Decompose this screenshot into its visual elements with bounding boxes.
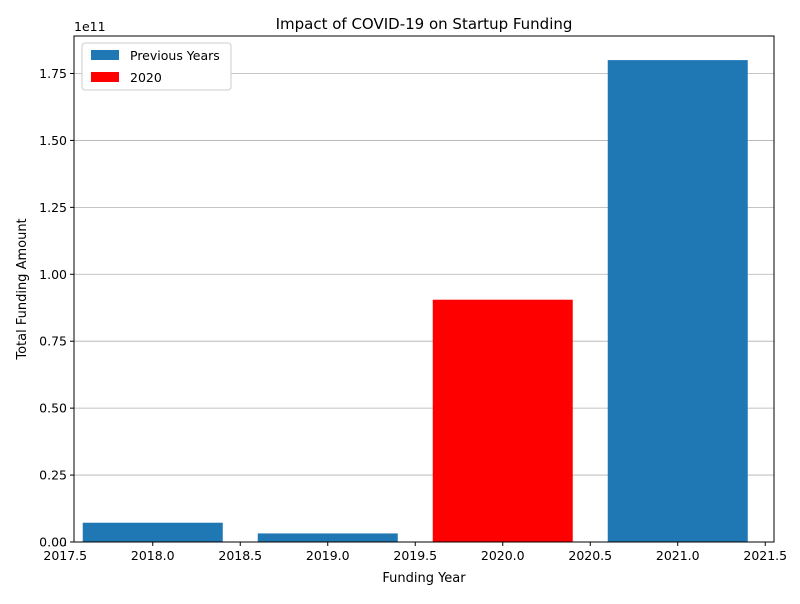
bars bbox=[82, 60, 748, 542]
y-tick-label: 1.75 bbox=[39, 66, 67, 81]
legend-label-previous-years: Previous Years bbox=[130, 48, 220, 63]
bar-2021 bbox=[607, 60, 748, 542]
bar-2020 bbox=[432, 299, 573, 542]
y-axis-label: Total Funding Amount bbox=[15, 218, 30, 360]
y-tick-label: 1.00 bbox=[39, 267, 67, 282]
chart-title: Impact of COVID-19 on Startup Funding bbox=[276, 15, 573, 33]
bar-2019 bbox=[257, 533, 398, 542]
x-tick-label: 2019.5 bbox=[393, 548, 437, 563]
legend-frame bbox=[81, 42, 232, 91]
y-tick-label: 1.25 bbox=[39, 200, 67, 215]
y-tick-label: 0.50 bbox=[39, 401, 67, 416]
y-tick-label: 0.75 bbox=[39, 334, 67, 349]
y-axis-ticks: 0.00 0.25 0.50 0.75 1.00 1.25 1.50 1.75 bbox=[39, 66, 74, 550]
x-axis-ticks: 2017.5 2018.0 2018.5 2019.0 2019.5 2020.0 2020… bbox=[43, 542, 787, 563]
legend-swatch-previous-years bbox=[91, 50, 119, 60]
legend-swatch-2020 bbox=[91, 72, 119, 82]
x-tick-label: 2019.0 bbox=[306, 548, 350, 563]
legend: Previous Years 2020 bbox=[81, 42, 232, 91]
x-tick-label: 2018.0 bbox=[131, 548, 175, 563]
x-tick-label: 2021.0 bbox=[656, 548, 700, 563]
x-axis-label: Funding Year bbox=[382, 571, 466, 586]
x-tick-label: 2021.5 bbox=[743, 548, 787, 563]
x-tick-label: 2018.5 bbox=[218, 548, 262, 563]
x-tick-label: 2020.0 bbox=[481, 548, 525, 563]
x-tick-label: 2020.5 bbox=[568, 548, 612, 563]
y-tick-label: 0.00 bbox=[39, 535, 67, 550]
legend-label-2020: 2020 bbox=[130, 70, 162, 85]
plot-frame bbox=[73, 35, 775, 543]
x-tick-label: 2017.5 bbox=[43, 548, 87, 563]
y-tick-label: 0.25 bbox=[39, 468, 67, 483]
y-tick-label: 1.50 bbox=[39, 133, 67, 148]
y-offset-label: 1e11 bbox=[74, 19, 106, 34]
bar-2018 bbox=[82, 522, 223, 542]
